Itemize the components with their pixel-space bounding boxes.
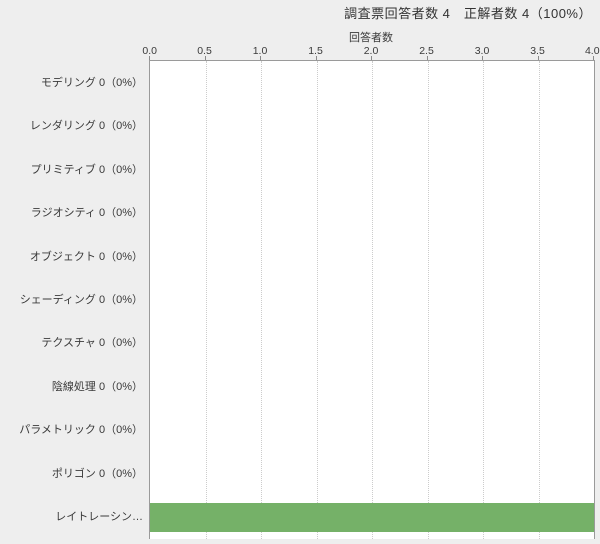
plot-area [149, 60, 595, 539]
x-axis-tick-label: 2.0 [363, 45, 379, 57]
y-axis-category-label: オブジェクト 0（0%） [29, 250, 143, 263]
x-axis-tick-label: 0.5 [197, 45, 212, 57]
x-axis-tick-mark [371, 56, 372, 60]
x-axis-tick-mark [482, 56, 483, 60]
bar-row [150, 286, 594, 315]
x-axis-tick-mark [315, 56, 317, 60]
y-axis-category-label: ラジオシティ 0（0%） [30, 207, 143, 220]
bar-row [150, 155, 594, 184]
y-axis-category-labels: モデリング 0（0%） レンダリング 0（0%） プリミティブ 0（0%） ラジオシテ… [0, 60, 143, 538]
x-axis-tick-label: 2.5 [419, 45, 434, 57]
x-axis-tick-label: 4.0 [584, 45, 600, 57]
bar-row [150, 329, 594, 358]
x-axis-tick-mark [426, 56, 428, 60]
page-title: 調査票回答者数 4 正解者数 4（100%） [344, 6, 592, 21]
y-axis-category-label: パラメトリック 0（0%） [19, 424, 143, 437]
y-axis-category-label: プリミティブ 0（0%） [30, 163, 143, 176]
bar-row [150, 68, 594, 97]
bar-row [150, 199, 594, 228]
x-axis-tick-label: 1.0 [252, 45, 268, 57]
bar-row [150, 112, 594, 141]
x-axis-tick-mark [149, 56, 150, 60]
y-axis-category-label: テクスチャ 0（0%） [41, 337, 143, 350]
x-axis-tick-label: 3.0 [474, 45, 490, 57]
bar-row [150, 502, 594, 532]
bar-row [150, 459, 594, 488]
x-axis-tick-mark [204, 56, 206, 60]
x-axis-tick-label: 3.5 [530, 45, 545, 57]
x-axis-tick-label: 1.5 [308, 45, 323, 57]
x-axis-tick-mark [537, 56, 539, 60]
y-axis-category-label: 陰線処理 0（0%） [51, 380, 143, 393]
x-axis-tick-marks [149, 56, 594, 60]
y-axis-category-label: レンダリング 0（0%） [29, 120, 143, 133]
x-axis-tick-mark [593, 56, 594, 60]
bar-row [150, 242, 594, 271]
bar [150, 502, 594, 532]
bar-row [150, 372, 594, 401]
y-axis-category-label: レイトレーシン… [55, 511, 143, 524]
x-axis-tick-label: 0.0 [142, 45, 158, 57]
x-axis-title: 回答者数 [349, 32, 393, 44]
bar-row [150, 416, 594, 445]
bars-layer [150, 61, 594, 539]
x-axis-tick-labels: 0.0 0.5 1.0 1.5 2.0 2.5 3.0 3.5 4.0 [142, 45, 599, 59]
x-axis-tick-mark [260, 56, 261, 60]
y-axis-category-label: シェーディング 0（0%） [19, 294, 143, 306]
y-axis-category-label: モデリング 0（0%） [40, 76, 143, 89]
y-axis-category-label: ポリゴン 0（0%） [51, 467, 143, 480]
